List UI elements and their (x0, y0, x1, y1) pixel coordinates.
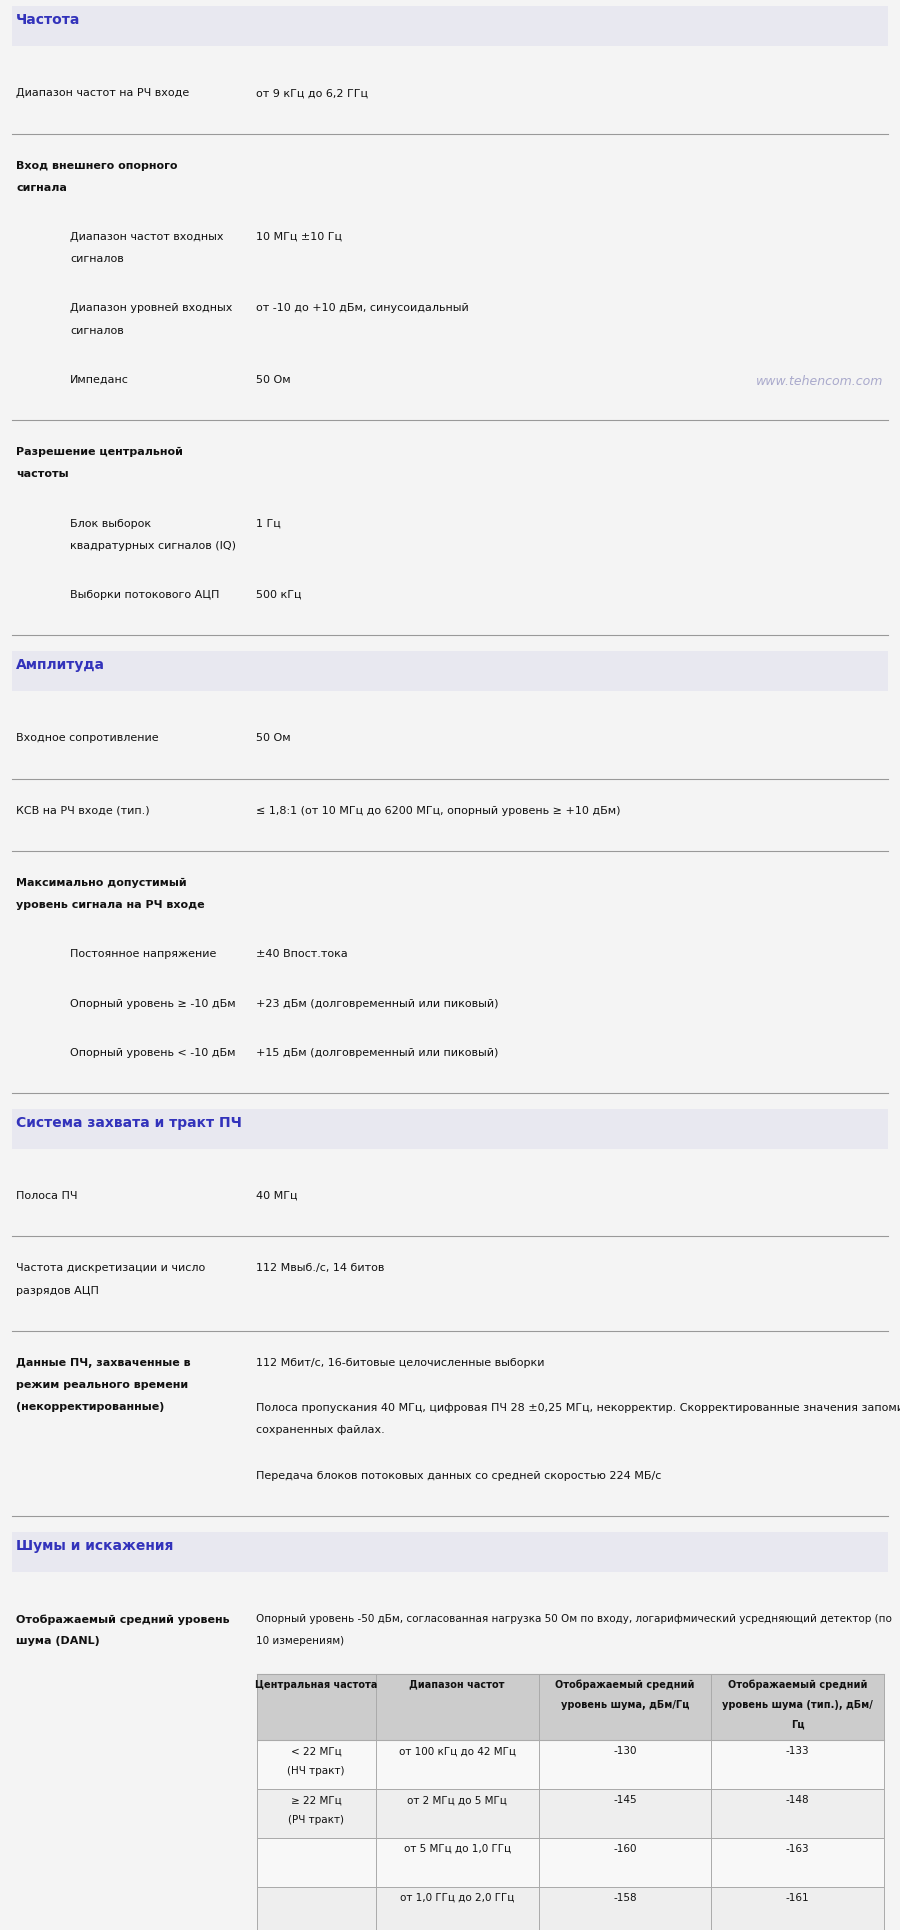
Text: Диапазон частот входных: Диапазон частот входных (70, 232, 224, 241)
Bar (12, 1108, 888, 1148)
Text: от -10 до +10 дБм, синусоидальный: от -10 до +10 дБм, синусоидальный (256, 303, 469, 313)
Text: от 5 МГц до 1,0 ГГц: от 5 МГц до 1,0 ГГц (404, 1843, 511, 1855)
Text: Входное сопротивление: Входное сопротивление (16, 733, 158, 743)
Text: от 9 кГц до 6,2 ГГц: от 9 кГц до 6,2 ГГц (256, 89, 368, 98)
Text: Данные ПЧ, захваченные в: Данные ПЧ, захваченные в (16, 1359, 191, 1368)
Text: -163: -163 (786, 1843, 809, 1855)
Text: уровень сигнала на РЧ входе: уровень сигнала на РЧ входе (16, 899, 205, 911)
Text: от 1,0 ГГц до 2,0 ГГц: от 1,0 ГГц до 2,0 ГГц (400, 1893, 515, 1903)
Text: режим реального времени: режим реального времени (16, 1380, 188, 1390)
Text: Гц: Гц (791, 1720, 805, 1729)
Text: 1 Гц: 1 Гц (256, 519, 281, 529)
Text: 10 МГц ±10 Гц: 10 МГц ±10 Гц (256, 232, 343, 241)
Text: сигналов: сигналов (70, 255, 124, 264)
Text: частоты: частоты (16, 469, 68, 479)
Text: +15 дБм (долговременный или пиковый): +15 дБм (долговременный или пиковый) (256, 1048, 499, 1058)
Text: шума (DANL): шума (DANL) (16, 1637, 100, 1646)
Text: Опорный уровень -50 дБм, согласованная нагрузка 50 Ом по входу, логарифмический : Опорный уровень -50 дБм, согласованная н… (256, 1613, 893, 1623)
Text: 50 Ом: 50 Ом (256, 374, 291, 384)
Text: Частота: Частота (16, 14, 81, 27)
Text: сохраненных файлах.: сохраненных файлах. (256, 1426, 385, 1436)
Text: Система захвата и тракт ПЧ: Система захвата и тракт ПЧ (16, 1116, 242, 1129)
Text: Опорный уровень ≥ -10 дБм: Опорный уровень ≥ -10 дБм (70, 998, 236, 1009)
Bar (12, 650, 888, 691)
Text: 10 измерениям): 10 измерениям) (256, 1637, 345, 1646)
Text: (НЧ тракт): (НЧ тракт) (287, 1766, 345, 1776)
Text: -148: -148 (786, 1795, 809, 1805)
Text: Отображаемый средний: Отображаемый средний (555, 1679, 695, 1691)
Bar (12, 6, 888, 46)
Text: Опорный уровень < -10 дБм: Опорный уровень < -10 дБм (70, 1048, 236, 1058)
Text: (РЧ тракт): (РЧ тракт) (288, 1814, 344, 1826)
Text: разрядов АЦП: разрядов АЦП (16, 1285, 99, 1295)
Text: Блок выборок: Блок выборок (70, 519, 151, 529)
Text: от 2 МГц до 5 МГц: от 2 МГц до 5 МГц (408, 1795, 508, 1805)
Text: Постоянное напряжение: Постоянное напряжение (70, 950, 217, 959)
Text: Частота дискретизации и число: Частота дискретизации и число (16, 1264, 205, 1274)
Bar (256, 1837, 884, 1888)
Bar (256, 1888, 884, 1930)
Text: Отображаемый средний уровень: Отображаемый средний уровень (16, 1613, 230, 1625)
Text: Диапазон частот на РЧ входе: Диапазон частот на РЧ входе (16, 89, 189, 98)
Text: 500 кГц: 500 кГц (256, 591, 302, 600)
Text: -133: -133 (786, 1747, 809, 1756)
Text: ≤ 1,8:1 (от 10 МГц до 6200 МГц, опорный уровень ≥ +10 дБм): ≤ 1,8:1 (от 10 МГц до 6200 МГц, опорный … (256, 805, 621, 816)
Text: Отображаемый средний: Отображаемый средний (728, 1679, 868, 1691)
Text: Центральная частота: Центральная частота (255, 1679, 377, 1689)
Text: ≥ 22 МГц: ≥ 22 МГц (291, 1795, 341, 1805)
Text: 50 Ом: 50 Ом (256, 733, 291, 743)
Text: Максимально допустимый: Максимально допустимый (16, 878, 187, 888)
Text: сигнала: сигнала (16, 183, 68, 193)
Text: -161: -161 (786, 1893, 809, 1903)
Text: от 100 кГц до 42 МГц: от 100 кГц до 42 МГц (399, 1747, 516, 1756)
Text: 112 Мвыб./с, 14 битов: 112 Мвыб./с, 14 битов (256, 1264, 385, 1274)
Text: 40 МГц: 40 МГц (256, 1191, 298, 1200)
Text: www.tehencom.com: www.tehencom.com (756, 374, 884, 388)
Bar (12, 1532, 888, 1571)
Text: -158: -158 (613, 1893, 637, 1903)
Text: КСВ на РЧ входе (тип.): КСВ на РЧ входе (тип.) (16, 805, 149, 816)
Text: 112 Мбит/с, 16-битовые целочисленные выборки: 112 Мбит/с, 16-битовые целочисленные выб… (256, 1359, 545, 1368)
Text: -160: -160 (613, 1843, 637, 1855)
Bar (256, 1673, 884, 1741)
Text: Шумы и искажения: Шумы и искажения (16, 1538, 174, 1554)
Text: сигналов: сигналов (70, 326, 124, 336)
Text: +23 дБм (долговременный или пиковый): +23 дБм (долговременный или пиковый) (256, 998, 499, 1009)
Text: Диапазон уровней входных: Диапазон уровней входных (70, 303, 232, 313)
Text: < 22 МГц: < 22 МГц (291, 1747, 341, 1756)
Text: Передача блоков потоковых данных со средней скоростью 224 МБ/с: Передача блоков потоковых данных со сред… (256, 1471, 662, 1480)
Text: -145: -145 (613, 1795, 637, 1805)
Text: (некорректированные): (некорректированные) (16, 1403, 165, 1413)
Text: Диапазон частот: Диапазон частот (410, 1679, 505, 1689)
Text: уровень шума (тип.), дБм/: уровень шума (тип.), дБм/ (722, 1700, 873, 1710)
Text: Выборки потокового АЦП: Выборки потокового АЦП (70, 591, 220, 600)
Text: Разрешение центральной: Разрешение центральной (16, 448, 183, 457)
Bar (256, 1789, 884, 1837)
Text: квадратурных сигналов (IQ): квадратурных сигналов (IQ) (70, 540, 236, 550)
Text: Полоса ПЧ: Полоса ПЧ (16, 1191, 77, 1200)
Text: -130: -130 (613, 1747, 637, 1756)
Bar (256, 1741, 884, 1789)
Text: Импеданс: Импеданс (70, 374, 129, 384)
Text: Амплитуда: Амплитуда (16, 658, 105, 672)
Text: ±40 Впост.тока: ±40 Впост.тока (256, 950, 348, 959)
Text: уровень шума, дБм/Гц: уровень шума, дБм/Гц (561, 1700, 689, 1710)
Text: Вход внешнего опорного: Вход внешнего опорного (16, 160, 177, 170)
Text: Полоса пропускания 40 МГц, цифровая ПЧ 28 ±0,25 МГц, некорректир. Скорректирован: Полоса пропускания 40 МГц, цифровая ПЧ 2… (256, 1403, 900, 1413)
